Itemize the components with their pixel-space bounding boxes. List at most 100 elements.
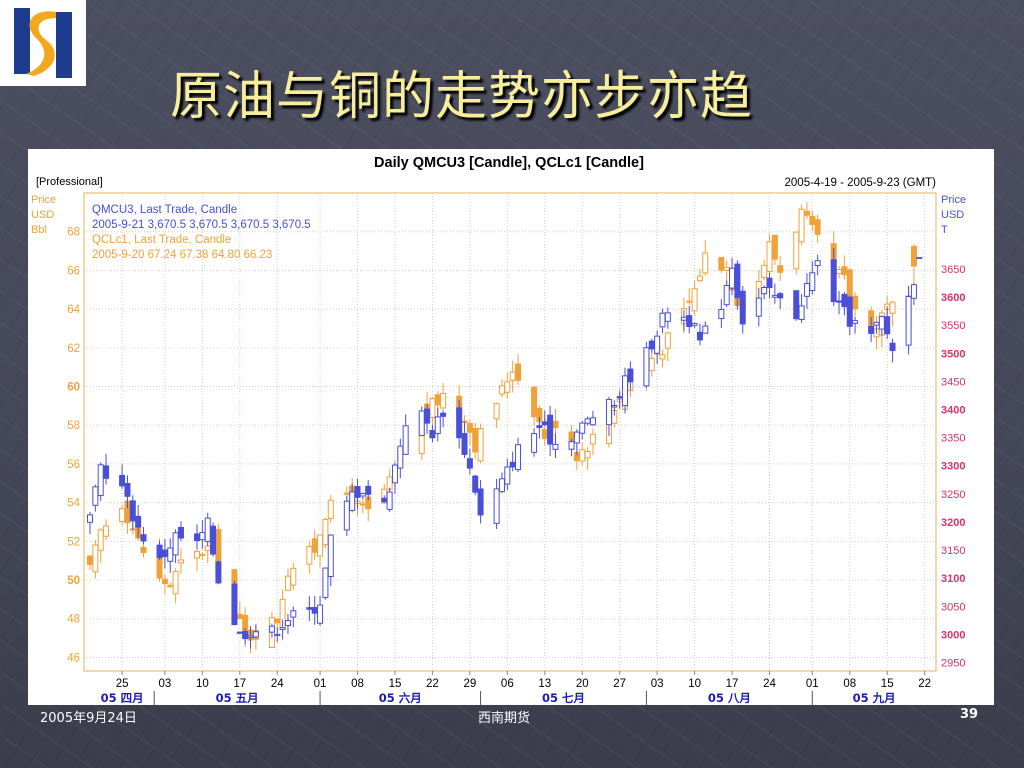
candle-body	[766, 277, 773, 289]
page-number: 39	[960, 707, 979, 722]
candle-body	[739, 290, 746, 325]
candle-body	[359, 492, 366, 497]
candle-body	[311, 607, 318, 614]
candle-body	[509, 371, 516, 381]
candle-body	[119, 474, 126, 487]
right-axis-label-line-3: T	[941, 224, 948, 236]
candle-body	[568, 441, 575, 450]
left-tick-label: 54	[67, 498, 80, 510]
candle-body	[611, 405, 618, 408]
candle-body	[841, 266, 848, 276]
left-tick-label: 52	[67, 536, 80, 548]
candle-body	[236, 613, 243, 619]
candle-body	[177, 526, 184, 539]
month-label: 05 四月	[101, 691, 144, 705]
candle-body	[172, 532, 179, 556]
candle-body	[391, 464, 398, 484]
x-tick-label: 10	[688, 678, 701, 690]
candle-body	[702, 325, 709, 334]
right-tick-label: 3550	[941, 320, 965, 332]
candle-body	[536, 425, 543, 429]
candle-body	[327, 534, 334, 577]
candle-body	[777, 293, 784, 299]
oil-series-candles	[87, 202, 917, 654]
right-tick-label: 3050	[941, 601, 965, 613]
right-tick-label: 3600	[941, 292, 965, 304]
candle-body	[777, 265, 784, 273]
candle-body	[648, 357, 655, 372]
candle-body	[172, 570, 179, 595]
right-tick-label: 3100	[941, 573, 965, 585]
candle-body	[718, 256, 725, 271]
x-tick-label: 29	[463, 678, 476, 690]
candle-body	[691, 323, 698, 326]
chart-title: Daily QMCU3 [Candle], QCLc1 [Candle]	[374, 155, 644, 171]
candle-body	[905, 296, 912, 346]
candle-body	[167, 547, 174, 562]
candle-body	[119, 508, 126, 522]
candle-body	[103, 465, 110, 479]
candle-body	[589, 433, 596, 445]
month-label: 05 五月	[216, 691, 259, 705]
candle-body	[290, 610, 297, 618]
candle-body	[327, 499, 334, 519]
x-tick-label: 27	[613, 678, 626, 690]
candle-body	[771, 234, 778, 260]
left-axis-ticks: 46 48 50 52 54 56 58 60 62 64 66 68	[67, 227, 80, 665]
candle-body	[531, 433, 538, 453]
x-tick-label: 22	[426, 678, 439, 690]
candle-body	[440, 393, 447, 409]
x-tick-label: 10	[196, 678, 209, 690]
candle-body	[97, 529, 104, 551]
left-tick-label: 50	[67, 575, 80, 587]
candle-body	[878, 316, 885, 330]
candle-body	[215, 561, 222, 584]
candle-body	[92, 486, 99, 506]
candle-body	[836, 269, 843, 275]
x-tick-label: 03	[159, 678, 172, 690]
candle-body	[579, 422, 586, 434]
info-copper-name: QMCU3, Last Trade, Candle	[92, 204, 237, 216]
logo-s-icon	[14, 8, 72, 78]
candle-body	[809, 215, 816, 225]
candle-body	[386, 476, 393, 490]
copper-series-candles	[87, 248, 923, 649]
left-tick-label: 56	[67, 459, 80, 471]
candle-body	[509, 461, 516, 468]
candle-body	[440, 412, 447, 417]
candle-body	[589, 417, 596, 426]
candle-body	[92, 544, 99, 573]
candle-body	[803, 210, 810, 216]
candle-body	[434, 416, 441, 434]
candle-body	[552, 443, 559, 450]
candle-body	[584, 418, 591, 424]
candle-body	[140, 534, 147, 542]
candle-body	[247, 635, 254, 638]
x-tick-label: 15	[881, 678, 894, 690]
candle-body	[493, 403, 500, 420]
candle-body	[761, 287, 768, 295]
candle-body	[493, 488, 500, 524]
left-tick-label: 68	[67, 227, 80, 239]
candle-body	[129, 500, 136, 522]
candle-body	[456, 407, 463, 439]
candle-body	[889, 301, 896, 314]
candle-body	[723, 285, 730, 306]
candle-body	[167, 584, 174, 588]
candle-body	[541, 429, 548, 439]
candle-body	[793, 231, 800, 270]
x-tick-label: 03	[651, 678, 664, 690]
candle-body	[199, 553, 206, 557]
candle-body	[466, 458, 473, 469]
candle-body	[852, 320, 859, 324]
candle-body	[627, 368, 634, 383]
footer-source: 西南期货	[478, 711, 531, 726]
candle-body	[472, 427, 479, 453]
x-tick-label: 01	[806, 678, 819, 690]
candle-body	[140, 546, 147, 554]
right-axis-label-line-1: Price	[941, 194, 966, 206]
left-axis-label-line-1: Price	[31, 194, 56, 206]
candle-body	[729, 267, 736, 289]
candle-body	[889, 342, 896, 351]
candle-body	[461, 433, 468, 455]
